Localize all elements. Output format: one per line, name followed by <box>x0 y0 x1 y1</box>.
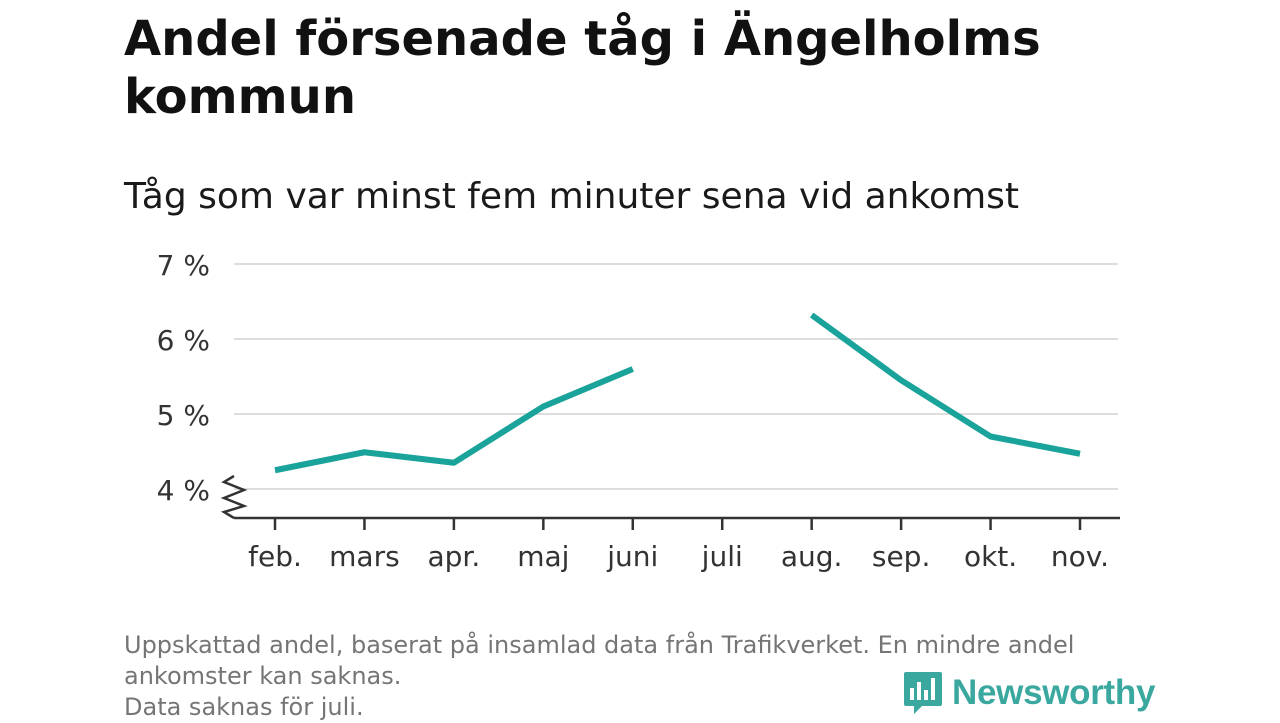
x-tick-label: nov. <box>1051 540 1109 573</box>
x-tick-label: juni <box>606 540 658 573</box>
y-tick-label: 7 % <box>157 249 210 282</box>
x-tick-label: feb. <box>248 540 302 573</box>
chart-title: Andel försenade tåg i Ängelholms kommun <box>124 11 1041 125</box>
newsworthy-logo: Newsworthy <box>902 670 1155 716</box>
chart-subtitle: Tåg som var minst fem minuter sena vid a… <box>124 176 1020 217</box>
bar-chart-speech-bubble-icon <box>904 672 942 714</box>
axis-break-zigzag <box>220 474 248 520</box>
y-tick-label: 5 % <box>157 399 210 432</box>
series-line-segment-2 <box>809 312 1081 457</box>
gridlines <box>234 263 1118 490</box>
tick-labels: 4 % 5 % 6 % 7 % feb. mars apr. maj juni juli aug. s… <box>157 249 1109 573</box>
brand-name: Newsworthy <box>952 673 1156 712</box>
x-tick-label: apr. <box>427 540 480 573</box>
x-tick-label: maj <box>517 540 569 573</box>
x-tick-label: okt. <box>964 540 1017 573</box>
x-tick-label: aug. <box>781 540 843 573</box>
axes <box>220 474 1120 530</box>
series-lines <box>274 312 1081 474</box>
x-tick-label: mars <box>329 540 400 573</box>
y-tick-label: 6 % <box>157 324 210 357</box>
footnote-missing-data: Data saknas för juli. <box>124 693 364 721</box>
footnote-source: Uppskattad andel, baserat på insamlad da… <box>124 631 1075 690</box>
x-tick-label: sep. <box>872 540 931 573</box>
y-tick-label: 4 % <box>157 474 210 507</box>
footnote: Uppskattad andel, baserat på insamlad da… <box>124 630 1164 723</box>
series-line-segment-1 <box>274 366 634 474</box>
x-tick-label: juli <box>701 540 743 573</box>
